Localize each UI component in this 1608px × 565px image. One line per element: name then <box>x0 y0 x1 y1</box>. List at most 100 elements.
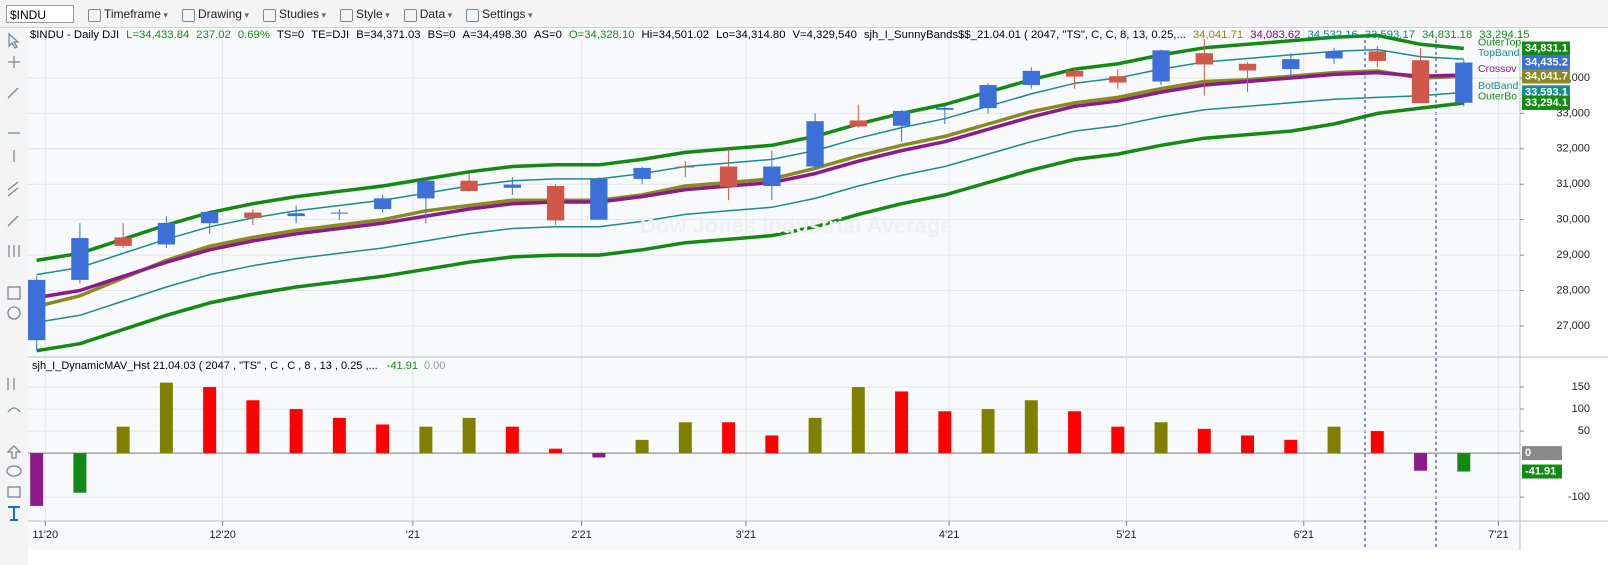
y-tick-label: 30,000 <box>1556 214 1590 226</box>
price-tag <box>1522 41 1570 56</box>
tool-text[interactable] <box>8 506 20 521</box>
tool-line[interactable] <box>7 87 19 99</box>
histogram-bar <box>678 422 692 454</box>
header-item: 33,294.15 <box>1479 29 1530 41</box>
histogram-bar <box>1370 431 1384 454</box>
histogram-bar <box>203 387 217 454</box>
price-tag-label: 33,593.1 <box>1525 86 1568 98</box>
tool-fib[interactable] <box>8 245 20 257</box>
value-tag-label: 0 <box>1525 447 1531 459</box>
toolbar: $INDU Timeframe Drawing Studies Style Data Se… <box>0 0 1608 28</box>
candle-body <box>287 213 305 217</box>
menu-button[interactable]: Data <box>403 7 452 22</box>
candle-body <box>806 121 824 167</box>
tool-crosshair[interactable] <box>8 56 20 68</box>
indicator-value: -41.91 <box>386 360 418 372</box>
tool-rectangle[interactable] <box>7 486 21 498</box>
indicator-title: sjh_I_DynamicMAV_Hst 21.04.03 ( 2047 , "… <box>32 360 378 372</box>
menu-button[interactable]: Studies <box>262 7 326 22</box>
candle-body <box>590 178 608 220</box>
value-tag-label: -41.91 <box>1525 465 1556 477</box>
price-tag <box>1522 85 1570 100</box>
plot-background <box>28 28 1520 550</box>
candle-body <box>1368 51 1386 61</box>
histogram-bar <box>592 453 606 458</box>
histogram-bar <box>505 426 519 454</box>
histogram-bar <box>765 435 779 454</box>
tool-channel[interactable] <box>7 181 19 197</box>
tool-circle-target[interactable] <box>7 306 21 320</box>
x-tick-label: 3'21 <box>736 529 756 541</box>
candle-body <box>330 212 349 214</box>
tool-grid[interactable] <box>7 286 21 300</box>
tool-bars[interactable] <box>7 378 15 390</box>
candle-body <box>892 110 911 126</box>
candle-body <box>373 198 392 210</box>
y-tick-label: 27,000 <box>1556 320 1590 332</box>
histogram-bar <box>549 448 563 454</box>
histogram-bar <box>376 424 390 454</box>
candle-body <box>1109 76 1127 83</box>
histogram-bar <box>246 400 260 454</box>
histogram-bar <box>1241 435 1255 454</box>
price-tag <box>1522 69 1570 84</box>
tool-ellipse[interactable] <box>6 465 22 477</box>
candle-body <box>633 167 651 179</box>
menu-button[interactable]: Timeframe <box>88 7 168 22</box>
header-item: B=34,371.03 <box>356 29 421 41</box>
legend-label: Crossov <box>1478 63 1517 75</box>
header-item: Hi=34,501.02 <box>641 29 710 41</box>
candle-body <box>676 166 694 168</box>
y-tick-label: 50 <box>1578 425 1590 437</box>
header-item: AS=0 <box>533 29 562 41</box>
legend-label: TopBand <box>1478 47 1520 59</box>
candle-body <box>417 180 435 199</box>
tool-pencil[interactable] <box>7 215 19 227</box>
histogram-bar <box>73 453 87 493</box>
header-item: 237.02 <box>196 29 231 41</box>
y-tick-label: 32,000 <box>1556 143 1590 155</box>
value-tag <box>1522 446 1562 461</box>
histogram-bar <box>635 439 649 454</box>
tool-pointer[interactable] <box>8 32 20 49</box>
header-item: sjh_I_SunnyBands$$_21.04.01 ( 2047, "TS"… <box>863 29 1186 41</box>
candle-body <box>460 180 478 191</box>
candle-body <box>979 85 997 109</box>
histogram-bar <box>981 409 995 454</box>
price-tag <box>1522 55 1570 70</box>
histogram-bar <box>895 391 909 454</box>
price-tag-label: 34,831.1 <box>1525 42 1568 54</box>
value-tag <box>1522 464 1562 479</box>
tool-arrow[interactable] <box>6 445 22 459</box>
header-item: A=34,498.30 <box>462 29 527 41</box>
x-tick-label: 11'20 <box>32 529 58 541</box>
header-item: 34,532.16 <box>1307 29 1358 41</box>
candle-body <box>157 222 176 245</box>
menu-button[interactable]: Style <box>340 7 390 22</box>
y-tick-label: 29,000 <box>1556 249 1590 261</box>
candle-body <box>200 211 219 224</box>
price-header: $INDU - Daily DJI L=34,433.84 237.02 0.69% T… <box>30 29 1537 41</box>
menu-button[interactable]: Drawing <box>181 7 249 22</box>
header-item: O=34,328.10 <box>568 29 635 41</box>
candle-body <box>1282 59 1300 70</box>
price-tag-label: 33,294.1 <box>1525 97 1568 109</box>
candle-body <box>546 186 565 221</box>
symbol-box[interactable]: $INDU <box>6 4 74 23</box>
menu-button[interactable]: Settings <box>466 7 532 22</box>
header-item: 34,831.18 <box>1421 29 1473 41</box>
candle-body <box>1455 62 1473 103</box>
histogram-bar <box>1111 426 1125 454</box>
chart-layer: 27,000 28,000 29,000 30,000 31,000 32,000 33,0… <box>28 28 1590 541</box>
band-line <box>36 91 1464 324</box>
header-item: 34,083.62 <box>1250 29 1301 41</box>
histogram-bar <box>1197 428 1211 454</box>
histogram-bar <box>1068 411 1082 454</box>
tool-arc[interactable] <box>7 407 21 413</box>
candle-body <box>1195 53 1213 65</box>
candle-body <box>1411 60 1430 104</box>
histogram-bar <box>332 417 346 454</box>
band-line <box>36 70 1464 300</box>
